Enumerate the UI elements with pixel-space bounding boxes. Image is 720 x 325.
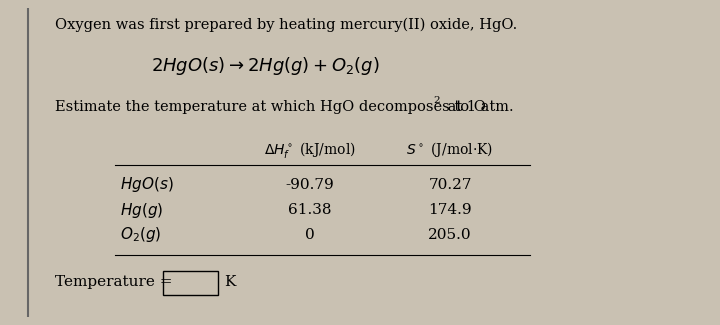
Text: 70.27: 70.27 — [428, 178, 472, 192]
Text: 61.38: 61.38 — [288, 203, 332, 217]
Text: Oxygen was first prepared by heating mercury(II) oxide, HgO.: Oxygen was first prepared by heating mer… — [55, 18, 517, 32]
Text: at 1 atm.: at 1 atm. — [443, 100, 513, 114]
Bar — [163, 271, 218, 295]
Text: 205.0: 205.0 — [428, 228, 472, 242]
Text: Estimate the temperature at which HgO decomposes to O: Estimate the temperature at which HgO de… — [55, 100, 486, 114]
Text: $O_2(g)$: $O_2(g)$ — [120, 226, 161, 244]
Text: 174.9: 174.9 — [428, 203, 472, 217]
Text: -90.79: -90.79 — [286, 178, 334, 192]
Text: $HgO(s)$: $HgO(s)$ — [120, 176, 174, 194]
Text: K: K — [224, 275, 235, 289]
Text: 0: 0 — [305, 228, 315, 242]
Text: Temperature =: Temperature = — [55, 275, 173, 289]
Text: $S^\circ$ (J/mol$\cdot$K): $S^\circ$ (J/mol$\cdot$K) — [407, 140, 493, 159]
Text: $\Delta H_f^\circ$ (kJ/mol): $\Delta H_f^\circ$ (kJ/mol) — [264, 140, 356, 160]
Text: $2HgO(s) \rightarrow 2Hg(g) + O_2(g)$: $2HgO(s) \rightarrow 2Hg(g) + O_2(g)$ — [150, 55, 379, 77]
Text: $Hg(g)$: $Hg(g)$ — [120, 201, 163, 219]
Text: 2: 2 — [433, 96, 440, 105]
